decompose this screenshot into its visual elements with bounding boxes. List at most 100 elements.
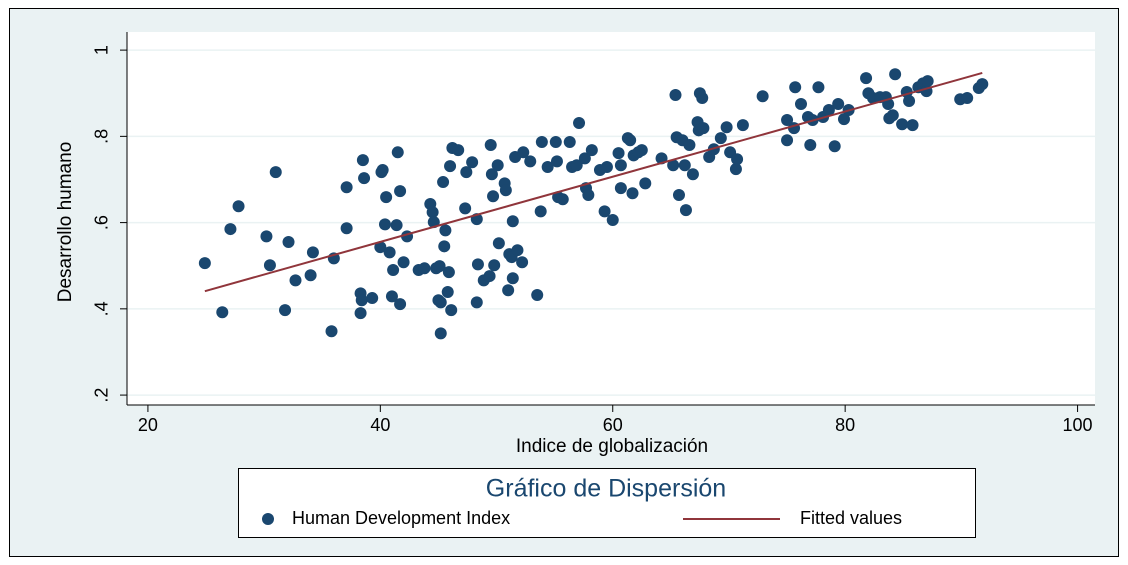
point [578, 152, 591, 165]
point [506, 272, 519, 285]
point [426, 206, 439, 219]
point [391, 146, 404, 159]
x-tick-label: 100 [1063, 415, 1093, 435]
fit-line [204, 72, 983, 293]
point [224, 223, 237, 236]
x-axis-label: Indice de globalización [516, 436, 708, 457]
point [325, 325, 338, 338]
point [541, 160, 554, 173]
point [434, 327, 447, 340]
point [731, 153, 744, 166]
point [433, 260, 446, 273]
point [921, 75, 934, 88]
point [794, 98, 807, 111]
point [442, 266, 455, 279]
y-axis-label: Desarrollo humano [55, 142, 76, 303]
x-tick-label: 60 [603, 415, 623, 435]
point [466, 156, 479, 169]
point [683, 138, 696, 151]
point [667, 159, 680, 172]
point [397, 256, 410, 269]
point [563, 135, 576, 148]
y-tick-label: .4 [92, 301, 112, 316]
point [639, 177, 652, 190]
point [358, 172, 371, 185]
x-tick-label: 20 [138, 415, 158, 435]
y-tick-label: .8 [92, 129, 112, 144]
point [471, 258, 484, 271]
point [614, 159, 627, 172]
point [626, 187, 639, 200]
point [452, 144, 465, 157]
point [832, 98, 845, 111]
point [531, 289, 544, 302]
point [781, 113, 794, 126]
point [340, 181, 353, 194]
point [394, 298, 407, 311]
point [387, 264, 400, 277]
point [437, 176, 450, 189]
point [729, 163, 742, 176]
point [886, 109, 899, 122]
point [492, 237, 505, 250]
point [198, 257, 211, 270]
point [260, 230, 273, 243]
point [376, 163, 389, 176]
point [517, 146, 530, 159]
point [582, 188, 595, 201]
legend-title: Gráfico de Dispersión [486, 475, 726, 503]
point [549, 135, 562, 148]
point [366, 292, 379, 305]
point [535, 135, 548, 148]
point [380, 191, 393, 204]
point [534, 205, 547, 218]
point [516, 256, 529, 269]
point [418, 262, 431, 275]
point [394, 185, 407, 198]
point [499, 184, 512, 197]
point [304, 269, 317, 282]
point [385, 290, 398, 303]
point [828, 140, 841, 153]
point [502, 284, 515, 297]
point [600, 160, 613, 173]
point [961, 91, 974, 104]
point [812, 81, 825, 94]
point [279, 304, 292, 317]
point [896, 118, 909, 131]
point [672, 188, 685, 201]
point [289, 274, 302, 287]
point [459, 202, 472, 215]
point [976, 78, 989, 91]
point [789, 81, 802, 94]
point [441, 286, 454, 299]
point [340, 222, 353, 235]
point [669, 88, 682, 101]
point [378, 218, 391, 231]
point [438, 240, 451, 253]
point [511, 244, 524, 257]
point [612, 147, 625, 160]
point [714, 132, 727, 145]
point [624, 134, 637, 147]
point [550, 155, 563, 168]
point [804, 138, 817, 151]
point [573, 116, 586, 129]
point [585, 144, 598, 157]
point [678, 159, 691, 172]
y-tick-label: .6 [92, 215, 112, 230]
point [306, 246, 319, 259]
point [282, 236, 295, 249]
point [570, 159, 583, 172]
point [354, 307, 367, 320]
point [439, 224, 452, 237]
y-tick-label: .2 [92, 388, 112, 403]
point [889, 68, 902, 81]
point [383, 246, 396, 259]
point [470, 296, 483, 309]
point [506, 215, 519, 228]
point [781, 134, 794, 147]
legend-marker [262, 513, 274, 525]
point [390, 219, 403, 232]
point [606, 214, 619, 227]
